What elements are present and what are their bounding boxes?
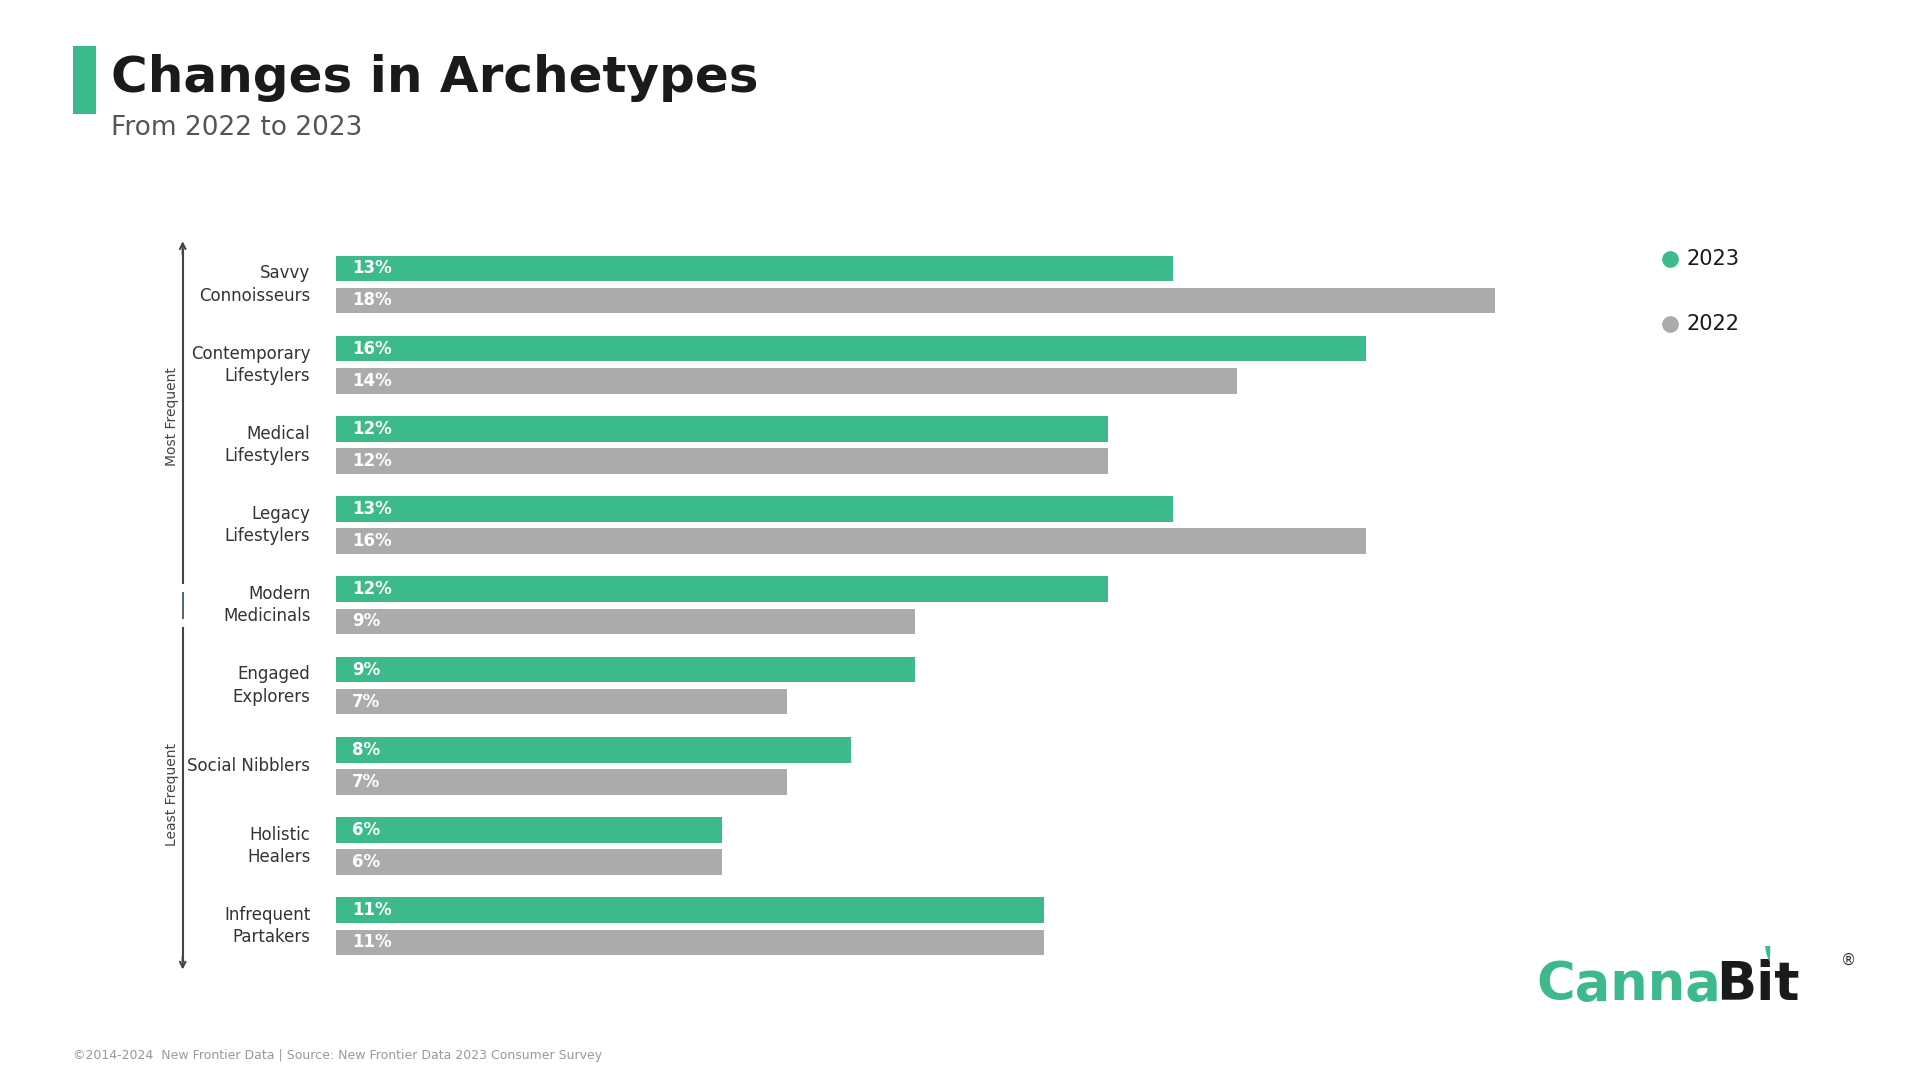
Text: Legacy
Lifestylers: Legacy Lifestylers: [225, 505, 311, 545]
PathPatch shape: [1765, 926, 1771, 962]
Bar: [336, 657, 914, 682]
Text: Least Frequent: Least Frequent: [165, 743, 179, 846]
Bar: [336, 449, 1108, 473]
Bar: [336, 609, 914, 635]
Text: Bit: Bit: [1715, 959, 1800, 1011]
Bar: [336, 529, 1366, 553]
Bar: [336, 496, 1172, 522]
Text: Most Frequent: Most Frequent: [165, 366, 179, 466]
Text: 6%: 6%: [352, 853, 380, 871]
Text: 11%: 11%: [352, 902, 392, 919]
Text: 7%: 7%: [352, 773, 380, 791]
Text: 13%: 13%: [352, 259, 392, 278]
Bar: [336, 255, 1172, 281]
Bar: [336, 576, 1108, 602]
Text: Infrequent
Partakers: Infrequent Partakers: [225, 906, 311, 947]
Text: 13%: 13%: [352, 501, 392, 518]
Text: 18%: 18%: [352, 292, 392, 309]
Text: 2022: 2022: [1687, 315, 1740, 334]
Bar: [336, 850, 722, 875]
Text: Engaged
Explorers: Engaged Explorers: [232, 666, 311, 706]
Bar: [336, 336, 1366, 361]
Text: 9%: 9%: [352, 613, 380, 630]
Text: Modern
Medicinals: Modern Medicinals: [223, 585, 311, 626]
Text: ®: ®: [1840, 952, 1856, 967]
Bar: [336, 689, 788, 715]
Text: 8%: 8%: [352, 740, 380, 759]
Bar: [336, 817, 722, 843]
Text: Holistic
Healers: Holistic Healers: [248, 826, 311, 866]
Bar: [336, 288, 1495, 313]
Text: 9%: 9%: [352, 660, 380, 679]
Bar: [336, 368, 1237, 393]
Bar: [336, 769, 788, 795]
Bar: [336, 930, 1045, 956]
Text: Social Nibblers: Social Nibblers: [188, 757, 311, 775]
Text: 6%: 6%: [352, 822, 380, 839]
Text: Savvy
Connoisseurs: Savvy Connoisseurs: [200, 264, 311, 305]
Text: 12%: 12%: [352, 452, 392, 470]
Bar: [336, 897, 1045, 923]
Bar: [336, 416, 1108, 442]
Text: 16%: 16%: [352, 339, 392, 358]
Bar: [336, 737, 851, 762]
Text: 12%: 12%: [352, 419, 392, 438]
Text: 7%: 7%: [352, 693, 380, 710]
Text: 16%: 16%: [352, 532, 392, 550]
Text: 2023: 2023: [1687, 250, 1740, 269]
Text: 11%: 11%: [352, 933, 392, 951]
Text: 14%: 14%: [352, 372, 392, 389]
Text: Contemporary
Lifestylers: Contemporary Lifestylers: [190, 345, 311, 385]
Text: ©2014-2024  New Frontier Data | Source: New Frontier Data 2023 Consumer Survey: ©2014-2024 New Frontier Data | Source: N…: [73, 1049, 601, 1062]
Text: 12%: 12%: [352, 580, 392, 598]
Text: Medical
Lifestylers: Medical Lifestylers: [225, 425, 311, 465]
Text: Changes in Archetypes: Changes in Archetypes: [111, 54, 759, 102]
Text: Canna: Canna: [1537, 959, 1721, 1011]
Text: From 2022 to 2023: From 2022 to 2023: [111, 115, 363, 141]
